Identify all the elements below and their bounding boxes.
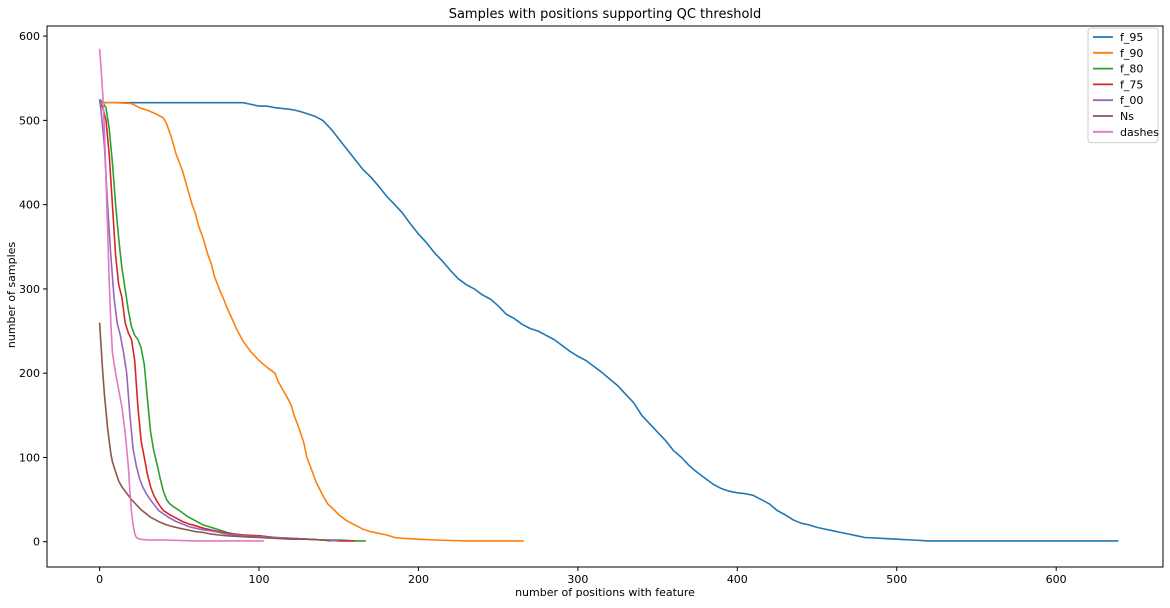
y-tick-label: 0: [33, 536, 40, 549]
x-axis: 0 100 200 300 400 500 600: [96, 567, 1067, 586]
x-tick-label: 600: [1046, 573, 1067, 586]
x-tick-label: 200: [408, 573, 429, 586]
legend-label-dashes: dashes: [1120, 126, 1159, 139]
legend-label-f-75: f_75: [1120, 78, 1143, 91]
chart-title: Samples with positions supporting QC thr…: [449, 7, 762, 22]
series-line-f-95: [99, 101, 1119, 542]
legend-label-f-00: f_00: [1120, 94, 1143, 107]
series-line-ns: [98, 322, 331, 542]
y-tick-label: 600: [19, 30, 40, 43]
x-tick-label: 300: [567, 573, 588, 586]
series-line-dashes: [98, 48, 264, 542]
plot-area-frame: [46, 25, 1164, 568]
legend-label-f-80: f_80: [1120, 63, 1143, 76]
x-tick-label: 0: [96, 573, 103, 586]
x-axis-label: number of positions with feature: [515, 586, 695, 599]
x-tick-label: 100: [249, 573, 270, 586]
legend: f_95 f_90 f_80 f_75 f_00 Ns dashes: [1087, 27, 1159, 144]
legend-label-ns: Ns: [1120, 110, 1134, 123]
y-tick-label: 200: [19, 367, 40, 380]
series-line-f-90: [99, 101, 524, 542]
x-tick-label: 500: [886, 573, 907, 586]
legend-label-f-90: f_90: [1120, 47, 1143, 60]
x-tick-label: 400: [727, 573, 748, 586]
series-line-f-75: [98, 101, 355, 542]
y-tick-label: 100: [19, 451, 40, 464]
legend-label-f-95: f_95: [1120, 31, 1143, 44]
plot-lines: [98, 48, 1119, 542]
y-axis: 0 100 200 300 400 500 600: [19, 30, 47, 549]
y-tick-label: 500: [19, 114, 40, 127]
legend-box: [1087, 27, 1159, 144]
series-line-f-00: [98, 99, 339, 542]
y-tick-label: 300: [19, 283, 40, 296]
y-tick-label: 400: [19, 199, 40, 212]
y-axis-label: number of samples: [5, 242, 18, 349]
